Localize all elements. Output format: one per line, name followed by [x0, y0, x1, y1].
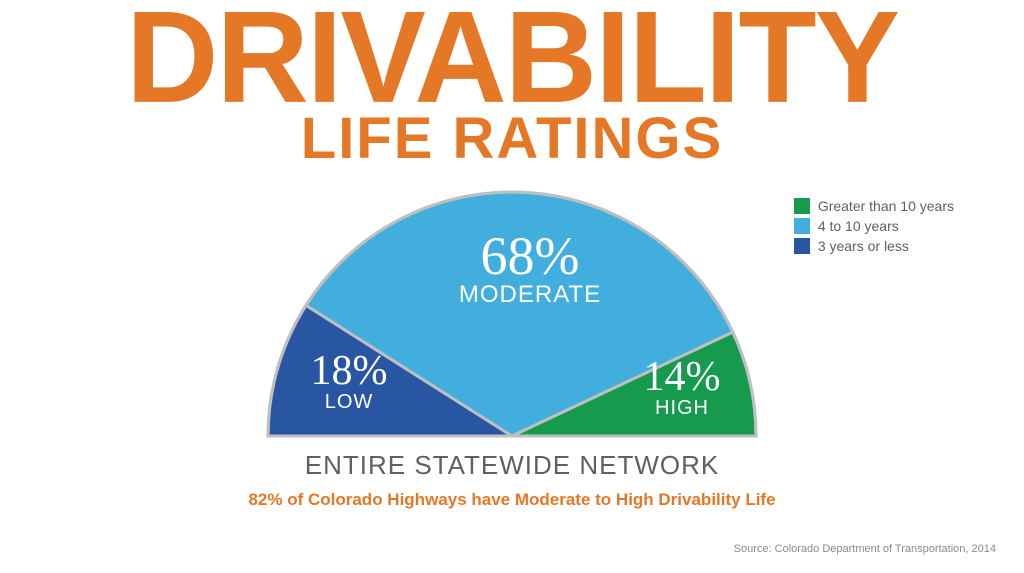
- chart-subtitle: ENTIRE STATEWIDE NETWORK: [0, 450, 1024, 481]
- slice-pct-low: 18%: [311, 348, 388, 394]
- semi-donut-chart: 18%LOW 68%MODERATE 14%HIGH: [252, 190, 772, 450]
- slice-pct-high: 14%: [644, 354, 721, 400]
- source-text: Source: Colorado Department of Transport…: [734, 543, 996, 555]
- callout-wrap: 82% of Colorado Highways have Moderate t…: [0, 490, 1024, 510]
- callout-text: 82% of Colorado Highways have Moderate t…: [0, 490, 1024, 510]
- chart-area: 18%LOW 68%MODERATE 14%HIGH: [0, 190, 1024, 490]
- title-line2: LIFE RATINGS: [0, 113, 1024, 165]
- chart-subtitle-wrap: ENTIRE STATEWIDE NETWORK: [0, 450, 1024, 481]
- slice-pct-moderate: 68%: [481, 226, 580, 286]
- slice-name-low: LOW: [325, 391, 374, 413]
- title-block: DRIVABILITY LIFE RATINGS: [0, 0, 1024, 165]
- slice-name-moderate: MODERATE: [459, 281, 601, 308]
- title-line1: DRIVABILITY: [0, 5, 1024, 112]
- source-wrap: Source: Colorado Department of Transport…: [734, 543, 996, 555]
- slice-name-high: HIGH: [655, 397, 709, 419]
